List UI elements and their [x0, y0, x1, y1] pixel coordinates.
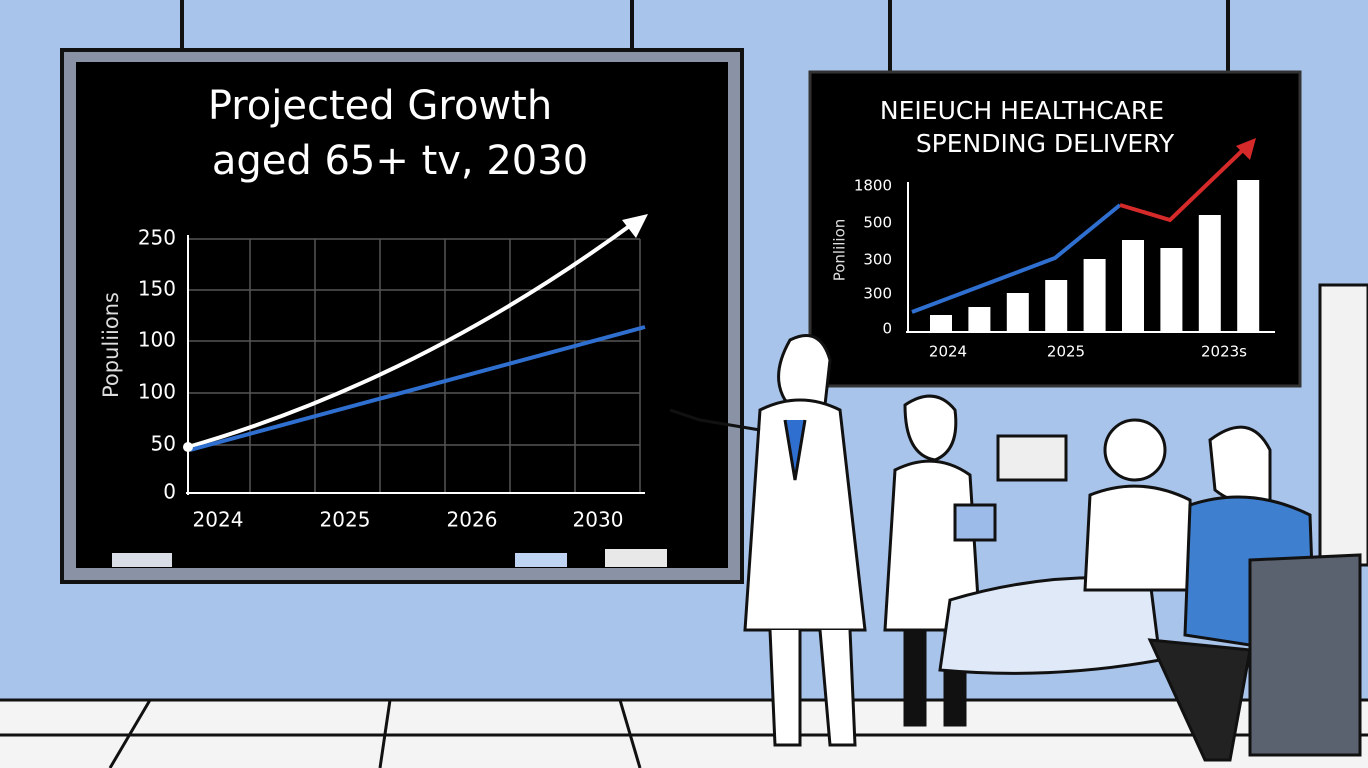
x-tick-label: 2026 — [447, 508, 498, 532]
bar — [1006, 293, 1029, 332]
board-title: NEIEUCH HEALTHCARE — [880, 96, 1164, 125]
bar — [1198, 215, 1221, 332]
line — [911, 203, 1122, 314]
x-tick-label: 2025 — [1047, 343, 1085, 361]
patient — [1083, 418, 1197, 592]
bars — [930, 180, 1260, 332]
hangers — [180, 0, 1230, 74]
doctor — [669, 334, 867, 747]
arrow-head — [1236, 138, 1256, 160]
x-tick-label: 2030 — [573, 508, 624, 532]
floor-lines — [0, 698, 1368, 768]
bar — [930, 315, 952, 332]
board-title: SPENDING DELIVERY — [916, 129, 1175, 158]
y-tick-label: 300 — [863, 285, 892, 303]
bar — [1122, 240, 1144, 332]
door — [1318, 283, 1368, 567]
y-tick-label: 150 — [138, 277, 176, 301]
x-tick-label: 2024 — [929, 343, 967, 361]
outlet — [996, 434, 1068, 482]
y-tick-label: 500 — [863, 214, 892, 232]
bar — [1237, 180, 1260, 332]
chair — [1248, 553, 1362, 757]
y-tick-label: 0 — [163, 480, 176, 504]
bar — [1083, 259, 1106, 332]
eraser — [112, 553, 172, 567]
line — [1119, 146, 1247, 223]
board-title: aged 65+ tv, 2030 — [212, 138, 588, 184]
y-axis-label: Populiions — [99, 292, 123, 398]
y-tick-label: 100 — [138, 328, 176, 352]
y-tick-label: 250 — [138, 226, 176, 250]
y-tick-label: 1800 — [854, 177, 892, 195]
arrow-head — [622, 214, 648, 238]
point — [183, 442, 193, 452]
bar — [1160, 248, 1183, 332]
x-tick-label: 2024 — [193, 508, 244, 532]
bar — [1045, 280, 1068, 332]
x-tick-label: 2023s — [1201, 343, 1247, 361]
y-tick-label: 100 — [138, 380, 176, 404]
x-tick-label: 2025 — [320, 508, 371, 532]
curve — [187, 220, 637, 449]
chalk — [515, 553, 567, 567]
eraser — [605, 549, 667, 567]
bar — [968, 307, 991, 332]
board — [76, 62, 728, 568]
y-tick-label: 50 — [151, 432, 176, 456]
board-title: Projected Growth — [208, 83, 552, 129]
y-tick-label: 0 — [882, 320, 892, 338]
y-axis-label: Ponlilion — [831, 219, 849, 282]
y-tick-label: 300 — [863, 251, 892, 269]
line — [189, 325, 646, 452]
